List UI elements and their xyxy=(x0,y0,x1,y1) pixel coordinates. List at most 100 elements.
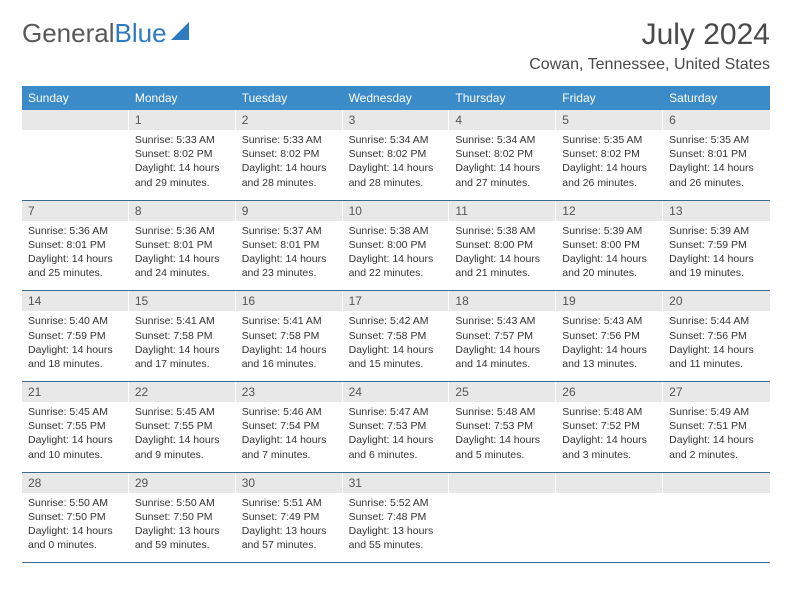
day-cell-line: Daylight: 14 hours xyxy=(135,161,230,175)
day-cell-line: and 22 minutes. xyxy=(349,266,444,280)
day-cell: Sunrise: 5:35 AMSunset: 8:01 PMDaylight:… xyxy=(663,130,770,200)
day-header-row: SundayMondayTuesdayWednesdayThursdayFrid… xyxy=(22,86,770,110)
day-cell-line: Sunset: 8:00 PM xyxy=(349,238,444,252)
day-cell-line: Daylight: 13 hours xyxy=(349,524,444,538)
day-cell-line: and 16 minutes. xyxy=(242,357,337,371)
day-cell: Sunrise: 5:36 AMSunset: 8:01 PMDaylight:… xyxy=(129,221,236,291)
day-cell-line: and 26 minutes. xyxy=(669,176,764,190)
day-cell-line: Sunset: 7:58 PM xyxy=(135,329,230,343)
day-cell-line: Daylight: 14 hours xyxy=(669,252,764,266)
day-cell-line: Daylight: 14 hours xyxy=(28,343,123,357)
day-cell xyxy=(22,130,129,200)
day-cell-line: Daylight: 14 hours xyxy=(455,433,550,447)
date-cell xyxy=(663,473,770,493)
day-cell-line: Sunrise: 5:35 AM xyxy=(562,133,657,147)
day-cell-line: Sunset: 7:58 PM xyxy=(349,329,444,343)
day-cell-line: Sunrise: 5:50 AM xyxy=(28,496,123,510)
day-cell-line: and 28 minutes. xyxy=(349,176,444,190)
day-cell-line: Sunset: 7:56 PM xyxy=(562,329,657,343)
content-row: Sunrise: 5:45 AMSunset: 7:55 PMDaylight:… xyxy=(22,402,770,473)
day-cell-line: Sunset: 7:57 PM xyxy=(455,329,550,343)
day-cell-line: Daylight: 14 hours xyxy=(135,343,230,357)
date-cell xyxy=(556,473,663,493)
day-cell-line: and 29 minutes. xyxy=(135,176,230,190)
day-cell: Sunrise: 5:43 AMSunset: 7:57 PMDaylight:… xyxy=(449,311,556,381)
day-cell-line: Sunset: 8:02 PM xyxy=(349,147,444,161)
day-cell-line: Daylight: 14 hours xyxy=(242,252,337,266)
date-cell: 28 xyxy=(22,473,129,493)
day-cell: Sunrise: 5:33 AMSunset: 8:02 PMDaylight:… xyxy=(129,130,236,200)
day-cell-line: and 6 minutes. xyxy=(349,448,444,462)
day-cell-line: Sunrise: 5:36 AM xyxy=(28,224,123,238)
day-cell-line: Sunrise: 5:41 AM xyxy=(135,314,230,328)
calendar: SundayMondayTuesdayWednesdayThursdayFrid… xyxy=(22,86,770,563)
day-cell-line: Daylight: 13 hours xyxy=(242,524,337,538)
date-cell: 7 xyxy=(22,201,129,221)
day-cell: Sunrise: 5:35 AMSunset: 8:02 PMDaylight:… xyxy=(556,130,663,200)
date-cell: 4 xyxy=(449,110,556,130)
date-cell: 24 xyxy=(343,382,450,402)
day-cell-line: Sunrise: 5:42 AM xyxy=(349,314,444,328)
day-cell-line: Sunset: 7:53 PM xyxy=(349,419,444,433)
title-block: July 2024 Cowan, Tennessee, United State… xyxy=(529,18,770,74)
day-cell-line: Sunrise: 5:46 AM xyxy=(242,405,337,419)
day-cell-line: Sunset: 8:01 PM xyxy=(135,238,230,252)
day-cell-line: Daylight: 14 hours xyxy=(562,252,657,266)
day-cell-line: Daylight: 14 hours xyxy=(455,252,550,266)
day-cell: Sunrise: 5:42 AMSunset: 7:58 PMDaylight:… xyxy=(343,311,450,381)
day-cell: Sunrise: 5:39 AMSunset: 8:00 PMDaylight:… xyxy=(556,221,663,291)
day-cell: Sunrise: 5:36 AMSunset: 8:01 PMDaylight:… xyxy=(22,221,129,291)
day-cell-line: Daylight: 14 hours xyxy=(28,524,123,538)
content-row: Sunrise: 5:50 AMSunset: 7:50 PMDaylight:… xyxy=(22,493,770,564)
date-row: 28293031 xyxy=(22,473,770,493)
day-cell-line: and 11 minutes. xyxy=(669,357,764,371)
day-cell-line: and 57 minutes. xyxy=(242,538,337,552)
day-cell-line: Daylight: 14 hours xyxy=(28,252,123,266)
date-cell: 5 xyxy=(556,110,663,130)
day-cell: Sunrise: 5:50 AMSunset: 7:50 PMDaylight:… xyxy=(129,493,236,563)
day-cell: Sunrise: 5:43 AMSunset: 7:56 PMDaylight:… xyxy=(556,311,663,381)
date-row: 14151617181920 xyxy=(22,291,770,311)
day-cell-line: Daylight: 14 hours xyxy=(135,252,230,266)
date-cell: 26 xyxy=(556,382,663,402)
day-cell-line: Sunrise: 5:50 AM xyxy=(135,496,230,510)
date-cell: 3 xyxy=(343,110,450,130)
day-cell-line: and 27 minutes. xyxy=(455,176,550,190)
day-cell: Sunrise: 5:33 AMSunset: 8:02 PMDaylight:… xyxy=(236,130,343,200)
day-cell xyxy=(663,493,770,563)
day-cell-line: Sunset: 7:48 PM xyxy=(349,510,444,524)
day-cell-line: Daylight: 14 hours xyxy=(669,433,764,447)
day-cell-line: Daylight: 14 hours xyxy=(242,161,337,175)
day-cell-line: and 3 minutes. xyxy=(562,448,657,462)
day-cell-line: Sunrise: 5:47 AM xyxy=(349,405,444,419)
day-cell-line: Sunset: 7:56 PM xyxy=(669,329,764,343)
day-cell-line: Sunset: 7:54 PM xyxy=(242,419,337,433)
day-cell-line: Sunset: 7:51 PM xyxy=(669,419,764,433)
day-cell-line: Sunset: 7:53 PM xyxy=(455,419,550,433)
date-row: 123456 xyxy=(22,110,770,130)
date-cell: 30 xyxy=(236,473,343,493)
day-cell-line: and 55 minutes. xyxy=(349,538,444,552)
date-cell: 20 xyxy=(663,291,770,311)
day-cell-line: Sunrise: 5:45 AM xyxy=(135,405,230,419)
day-cell-line: Daylight: 13 hours xyxy=(135,524,230,538)
day-cell-line: Sunrise: 5:49 AM xyxy=(669,405,764,419)
content-row: Sunrise: 5:40 AMSunset: 7:59 PMDaylight:… xyxy=(22,311,770,382)
day-cell-line: Sunrise: 5:34 AM xyxy=(455,133,550,147)
day-cell-line: Sunrise: 5:38 AM xyxy=(455,224,550,238)
day-header-cell: Saturday xyxy=(663,86,770,110)
day-cell-line: Daylight: 14 hours xyxy=(349,433,444,447)
day-cell-line: and 7 minutes. xyxy=(242,448,337,462)
day-cell-line: Daylight: 14 hours xyxy=(349,343,444,357)
date-cell xyxy=(22,110,129,130)
day-cell-line: Sunrise: 5:33 AM xyxy=(135,133,230,147)
day-cell: Sunrise: 5:46 AMSunset: 7:54 PMDaylight:… xyxy=(236,402,343,472)
day-cell-line: Sunrise: 5:52 AM xyxy=(349,496,444,510)
date-cell: 6 xyxy=(663,110,770,130)
day-cell-line: Daylight: 14 hours xyxy=(242,343,337,357)
day-cell-line: Sunset: 8:02 PM xyxy=(242,147,337,161)
date-row: 78910111213 xyxy=(22,201,770,221)
day-cell-line: Sunset: 7:58 PM xyxy=(242,329,337,343)
day-cell-line: and 25 minutes. xyxy=(28,266,123,280)
day-cell-line: Sunrise: 5:41 AM xyxy=(242,314,337,328)
